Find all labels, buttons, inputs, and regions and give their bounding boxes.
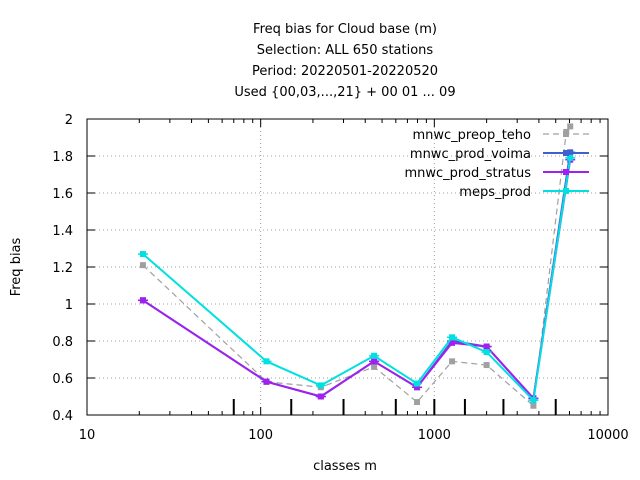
series-line-mnwc_preop_teho bbox=[142, 126, 571, 407]
x-tick-label: 100 bbox=[248, 428, 273, 443]
legend: mnwc_preop_teho mnwc_prod_voima mnwc_prod_… bbox=[405, 128, 589, 200]
y-axis-label: Freq bias bbox=[9, 237, 24, 296]
legend-label: mnwc_prod_stratus bbox=[405, 166, 532, 181]
axis-ticks: 10 100 1000 10000 0.4 0.6 0.8 1 1.2 1.4 1.6 1.8 2 bbox=[52, 113, 628, 443]
data-point bbox=[449, 358, 456, 365]
y-tick-label: 2 bbox=[65, 113, 73, 128]
chart-title: Freq bias for Cloud base (m) Selection: … bbox=[234, 22, 455, 100]
title-line-1: Freq bias for Cloud base (m) bbox=[253, 22, 437, 37]
legend-label: meps_prod bbox=[459, 185, 531, 200]
y-tick-label: 1.4 bbox=[52, 224, 73, 239]
data-point bbox=[139, 262, 146, 269]
data-point bbox=[530, 402, 537, 409]
y-tick-label: 1.8 bbox=[52, 150, 73, 165]
y-tick-label: 1.2 bbox=[52, 261, 73, 276]
data-point bbox=[567, 123, 574, 130]
class-boundary-ticks bbox=[232, 399, 557, 415]
x-tick-label: 10 bbox=[79, 428, 96, 443]
data-point bbox=[371, 363, 378, 370]
title-line-3: Period: 20220501-20220520 bbox=[252, 64, 438, 79]
title-line-2: Selection: ALL 650 stations bbox=[257, 43, 434, 58]
legend-label: mnwc_prod_voima bbox=[410, 147, 531, 162]
y-tick-label: 0.8 bbox=[52, 335, 73, 350]
y-tick-label: 1 bbox=[65, 298, 73, 313]
y-tick-label: 1.6 bbox=[52, 187, 73, 202]
y-tick-label: 0.6 bbox=[52, 372, 73, 387]
legend-label: mnwc_preop_teho bbox=[413, 128, 532, 143]
x-axis-label: classes m bbox=[313, 459, 377, 474]
y-tick-label: 0.4 bbox=[52, 409, 73, 424]
x-tick-label: 1000 bbox=[418, 428, 451, 443]
x-tick-label: 10000 bbox=[587, 428, 628, 443]
title-line-4: Used {00,03,...,21} + 00 01 ... 09 bbox=[234, 85, 455, 100]
data-point bbox=[414, 399, 421, 406]
data-point bbox=[483, 362, 490, 369]
series-layer bbox=[137, 123, 576, 409]
